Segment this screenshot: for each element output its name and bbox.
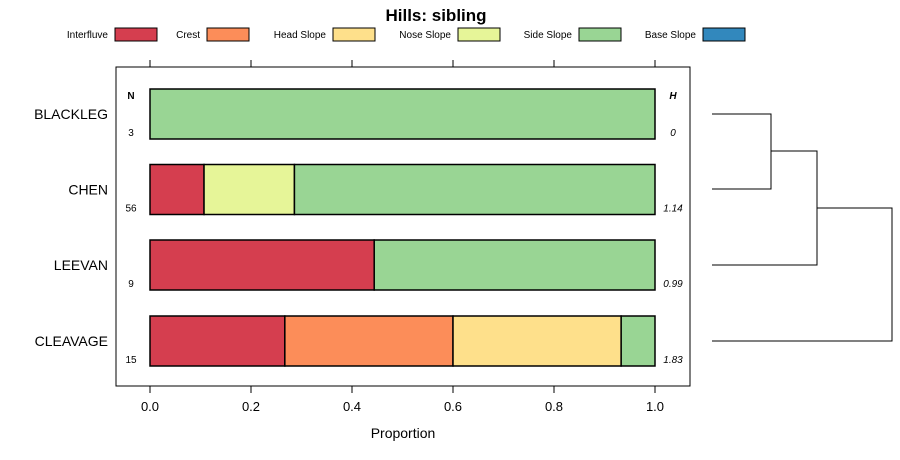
legend-label-nose-slope: Nose Slope [399,30,451,41]
bar-segment-cleavage-head-slope [452,315,622,367]
chart-title: Hills: sibling [385,6,486,25]
bar-segment-cleavage-crest [284,315,454,367]
bar-segment-cleavage-interfluve [149,315,286,367]
n-value-cleavage: 15 [125,355,137,366]
bar-segment-cleavage-side-slope [620,315,656,367]
x-tick-label: 0.6 [444,399,462,414]
x-tick-label: 0.8 [545,399,563,414]
h-value-chen: 1.14 [663,204,683,215]
legend-label-side-slope: Side Slope [524,30,573,41]
legend-label-head-slope: Head Slope [274,30,327,41]
dendrogram [712,113,893,342]
legend-swatch-crest [206,27,250,42]
n-value-leevan: 9 [128,279,134,290]
legend-label-base-slope: Base Slope [645,30,697,41]
legend-swatch-head-slope [332,27,376,42]
legend-swatch-nose-slope [457,27,501,42]
row-label-chen: CHEN [68,182,108,198]
axes: 0.0 0.2 0.4 0.6 0.8 1.0 [141,60,664,414]
dendrogram-link-cleavage [712,207,893,342]
legend-label-interfluve: Interfluve [67,30,109,41]
legend-swatch-base-slope [702,27,746,42]
n-header: N [127,91,134,102]
bar-segment-chen-interfluve [149,163,205,216]
plot-frame [115,66,691,387]
x-tick-label: 1.0 [646,399,664,414]
row-label-leevan: LEEVAN [54,257,108,273]
x-tick-label: 0.0 [141,399,159,414]
x-axis-label: Proportion [371,425,436,441]
bar-segment-leevan-side-slope [373,239,656,291]
legend-swatch-side-slope [578,27,622,42]
x-tick-label: 0.2 [242,399,260,414]
row-label-cleavage: CLEAVAGE [35,333,108,349]
bar-segment-chen-side-slope [293,163,656,216]
h-value-leevan: 0.99 [663,279,683,290]
bar-segment-chen-nose-slope [203,163,296,216]
legend-label-crest: Crest [176,30,200,41]
legend-swatch-interfluve [114,27,158,42]
h-value-cleavage: 1.83 [663,355,683,366]
h-value-blackleg: 0 [670,128,676,139]
bars: BLACKLEG 3 0 CHEN 56 1.14 LEEVAN 9 0.99 CLEAVAGE 1… [34,88,683,367]
dendrogram-link-leevan [712,150,818,266]
x-tick-label: 0.4 [343,399,361,414]
n-value-chen: 56 [125,204,137,215]
bar-segment-leevan-interfluve [149,239,375,291]
h-header: H [669,91,677,102]
row-label-blackleg: BLACKLEG [34,106,108,122]
legend: Interfluve Crest Head Slope Nose Slope Side … [67,27,746,42]
bar-segment-blackleg-side-slope [149,88,656,140]
n-value-blackleg: 3 [128,128,134,139]
dendrogram-link-blackleg-chen [712,113,772,190]
